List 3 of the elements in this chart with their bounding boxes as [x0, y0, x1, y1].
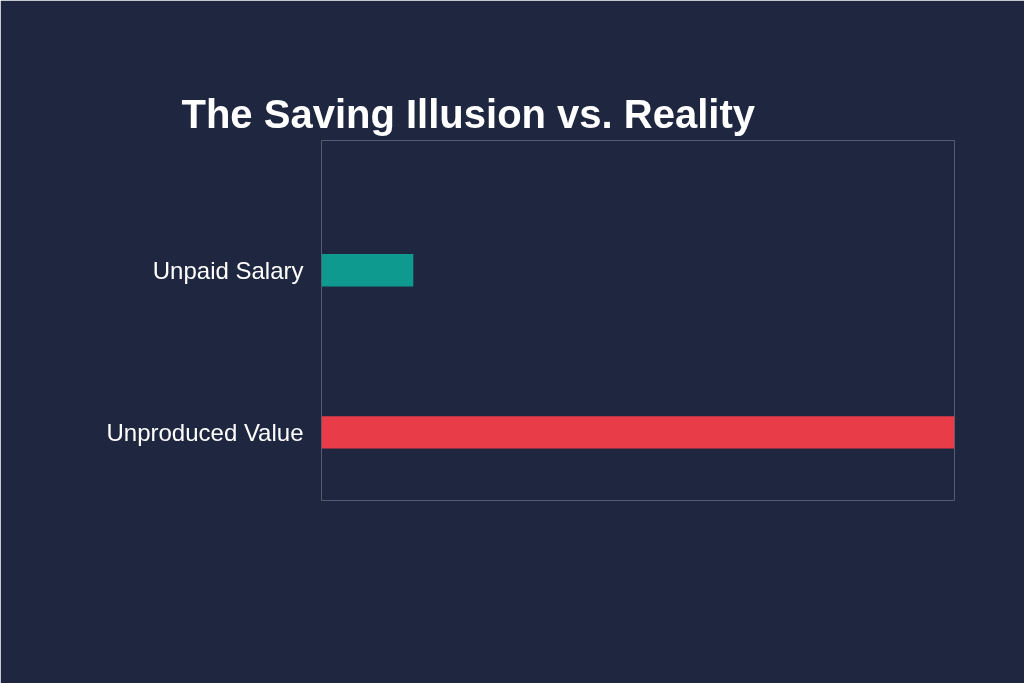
chart-title: The Saving Illusion vs. Reality — [181, 91, 756, 136]
y-tick-label: Unpaid Salary — [152, 256, 304, 284]
y-tick-label: Unproduced Value — [106, 418, 304, 446]
